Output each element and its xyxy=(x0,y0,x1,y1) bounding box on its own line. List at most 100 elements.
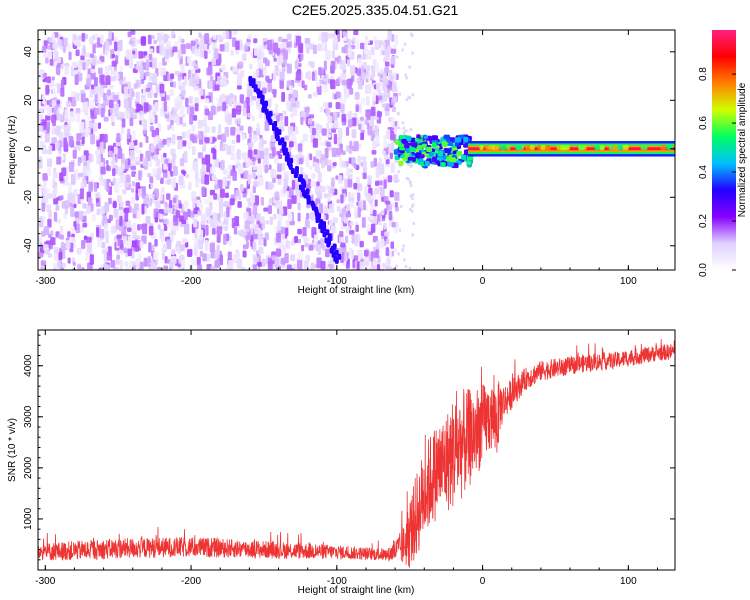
heatmap-noise-cell xyxy=(131,222,137,233)
heatmap-noise-cell xyxy=(218,97,223,103)
heatmap-noise-cell xyxy=(104,49,109,56)
heatmap-noise-cell xyxy=(219,79,223,85)
heatmap-noise-cell xyxy=(288,212,293,222)
heatmap-noise-cell xyxy=(177,49,182,59)
heatmap-onset-cell xyxy=(426,146,433,153)
heatmap-noise-cell xyxy=(50,237,56,246)
heatmap-noise-cell xyxy=(297,238,301,244)
heatmap-noise-cell xyxy=(219,254,223,266)
heatmap-noise-cell xyxy=(178,85,183,90)
heatmap-noise-cell xyxy=(335,175,339,180)
heatmap-noise-cell xyxy=(51,137,57,144)
heatmap-noise-cell xyxy=(248,142,254,148)
heatmap-noise-cell xyxy=(277,214,283,222)
heatmap-noise-cell xyxy=(347,119,353,128)
heatmap-noise-cell xyxy=(372,257,378,267)
heatmap-noise-cell xyxy=(301,80,305,89)
heatmap-noise-cell xyxy=(229,93,234,99)
heatmap-noise-cell xyxy=(117,40,123,52)
heatmap-onset-cell xyxy=(423,135,429,139)
heatmap-noise-cell xyxy=(330,79,336,90)
heatmap-noise-cell xyxy=(365,96,370,106)
heatmap-cells xyxy=(38,30,675,270)
heatmap-noise-cell xyxy=(339,59,343,65)
heatmap-noise-cell xyxy=(263,69,268,75)
heatmap-noise-cell xyxy=(267,269,270,270)
heatmap-noise-cell xyxy=(138,170,142,181)
heatmap-noise-cell xyxy=(289,107,293,112)
heatmap-noise-cell xyxy=(313,234,318,245)
heatmap-carrier-cell xyxy=(540,145,546,151)
heatmap-noise-cell xyxy=(60,267,65,270)
heatmap-noise-cell xyxy=(326,133,332,138)
heatmap-noise-cell xyxy=(216,194,221,201)
heatmap-carrier-cell xyxy=(525,145,531,151)
heatmap-noise-cell xyxy=(353,141,359,152)
heatmap-onset-cell xyxy=(437,150,444,157)
heatmap-noise-cell xyxy=(94,93,98,103)
heatmap-onset-cell xyxy=(456,145,462,149)
heatmap-noise-cell xyxy=(298,157,304,165)
heatmap-noise-cell xyxy=(389,152,393,160)
heatmap-noise-cell xyxy=(320,186,326,193)
heatmap-noise-cell xyxy=(323,102,329,108)
heatmap-noise-cell xyxy=(60,87,65,97)
heatmap-noise-cell xyxy=(130,30,136,35)
heatmap-noise-cell xyxy=(175,210,181,220)
heatmap-onset-cell xyxy=(441,141,448,148)
heatmap-noise-cell xyxy=(312,138,318,148)
heatmap-noise-cell xyxy=(154,114,158,124)
heatmap-noise-cell xyxy=(249,191,254,200)
heatmap-noise-cell xyxy=(245,157,250,168)
heatmap-noise-cell xyxy=(60,79,65,89)
heatmap-onset-cell xyxy=(401,138,407,144)
heatmap-noise-cell xyxy=(148,242,152,253)
heatmap-noise-cell xyxy=(387,175,393,183)
heatmap-noise-cell xyxy=(54,128,58,134)
heatmap-noise-cell xyxy=(76,247,82,255)
heatmap-noise-cell xyxy=(104,65,110,75)
heatmap-noise-cell xyxy=(276,114,280,123)
heatmap-noise-cell xyxy=(394,34,399,45)
heatmap-noise-cell xyxy=(90,110,94,119)
heatmap-onset-cell xyxy=(418,154,425,159)
heatmap-noise-cell xyxy=(279,115,283,122)
heatmap-noise-cell xyxy=(278,206,284,215)
heatmap-noise-cell xyxy=(181,141,187,147)
heatmap-noise-cell xyxy=(171,124,175,132)
heatmap-speck-cell xyxy=(398,228,402,232)
heatmap-noise-cell xyxy=(80,89,85,94)
heatmap-noise-cell xyxy=(378,95,383,101)
heatmap-noise-cell xyxy=(392,44,397,49)
heatmap-noise-cell xyxy=(247,112,252,118)
heatmap-noise-cell xyxy=(48,210,52,220)
heatmap-speck-cell xyxy=(409,163,413,167)
heatmap-noise-cell xyxy=(202,119,206,128)
heatmap-noise-cell xyxy=(125,240,131,249)
heatmap-noise-cell xyxy=(87,197,93,206)
heatmap-noise-cell xyxy=(246,241,250,248)
heatmap-noise-cell xyxy=(166,193,171,200)
heatmap-noise-cell xyxy=(197,264,203,270)
x-tick-label: 100 xyxy=(620,276,637,287)
heatmap-speck-cell xyxy=(402,244,405,248)
heatmap-noise-cell xyxy=(124,261,129,267)
heatmap-noise-cell xyxy=(138,50,143,59)
heatmap-noise-cell xyxy=(222,176,228,187)
heatmap-noise-cell xyxy=(170,73,175,80)
heatmap-speck-cell xyxy=(405,176,409,180)
heatmap-noise-cell xyxy=(192,161,199,172)
heatmap-noise-cell xyxy=(142,223,148,235)
heatmap-noise-cell xyxy=(177,139,183,150)
heatmap-noise-cell xyxy=(197,178,202,184)
heatmap-streak-cell xyxy=(326,241,331,248)
heatmap-noise-cell xyxy=(257,158,261,164)
heatmap-noise-cell xyxy=(46,76,51,84)
heatmap-noise-cell xyxy=(179,215,184,222)
heatmap-noise-cell xyxy=(160,235,165,243)
heatmap-noise-cell xyxy=(172,197,177,204)
heatmap-noise-cell xyxy=(169,53,173,58)
heatmap-noise-cell xyxy=(222,101,227,112)
heatmap-noise-cell xyxy=(317,244,322,256)
heatmap-noise-cell xyxy=(262,57,268,64)
